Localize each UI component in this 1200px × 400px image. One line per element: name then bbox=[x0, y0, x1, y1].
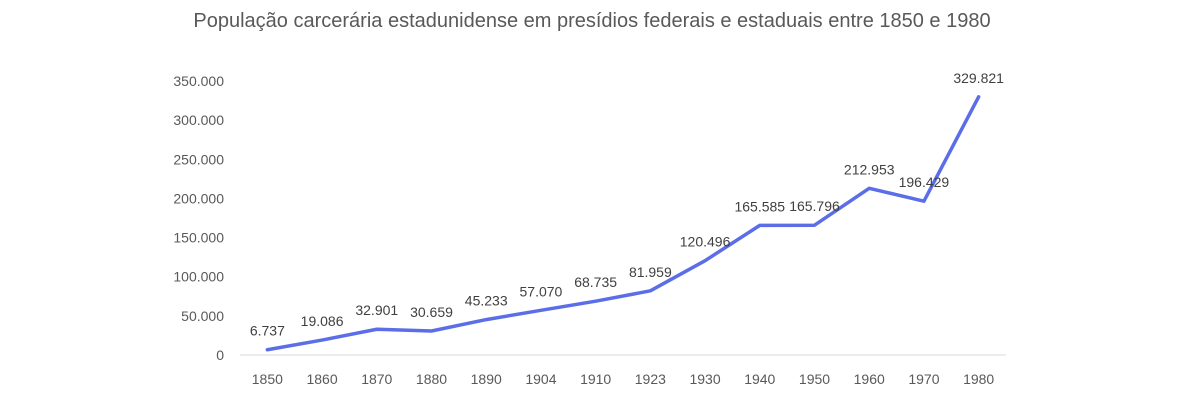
data-point bbox=[813, 223, 817, 227]
y-tick-label: 350.000 bbox=[173, 73, 224, 89]
data-point bbox=[265, 348, 269, 352]
data-label: 196.429 bbox=[899, 174, 950, 190]
x-tick-label: 1870 bbox=[361, 371, 392, 387]
data-label: 57.070 bbox=[520, 283, 563, 299]
y-tick-label: 250.000 bbox=[173, 151, 224, 167]
data-label: 329.821 bbox=[953, 70, 1004, 86]
series-line bbox=[265, 95, 981, 352]
data-point bbox=[703, 259, 707, 263]
x-tick-label: 1880 bbox=[416, 371, 447, 387]
data-label: 212.953 bbox=[844, 161, 895, 177]
data-label: 165.796 bbox=[789, 198, 840, 214]
x-tick-label: 1970 bbox=[908, 371, 939, 387]
data-point bbox=[922, 199, 926, 203]
data-label: 19.086 bbox=[301, 313, 344, 329]
data-label: 165.585 bbox=[734, 198, 785, 214]
data-label: 120.496 bbox=[680, 234, 731, 250]
x-tick-label: 1960 bbox=[854, 371, 885, 387]
data-label: 81.959 bbox=[629, 264, 672, 280]
data-label: 68.735 bbox=[574, 274, 617, 290]
data-label: 45.233 bbox=[465, 293, 508, 309]
data-point bbox=[484, 318, 488, 322]
y-tick-label: 50.000 bbox=[181, 308, 224, 324]
data-point bbox=[594, 299, 598, 303]
x-tick-label: 1980 bbox=[963, 371, 994, 387]
data-point bbox=[430, 329, 434, 333]
x-tick-label: 1860 bbox=[306, 371, 337, 387]
chart-title: População carcerária estadunidense em pr… bbox=[193, 10, 991, 32]
chart-frame: População carcerária estadunidense em pr… bbox=[158, 0, 1026, 400]
data-point bbox=[375, 327, 379, 331]
y-tick-label: 200.000 bbox=[173, 190, 224, 206]
y-tick-label: 0 bbox=[216, 347, 224, 363]
x-tick-label: 1850 bbox=[252, 371, 283, 387]
data-label: 32.901 bbox=[355, 302, 398, 318]
data-point bbox=[867, 186, 871, 190]
x-tick-label: 1904 bbox=[525, 371, 556, 387]
x-tick-label: 1923 bbox=[635, 371, 666, 387]
data-point bbox=[648, 289, 652, 293]
y-tick-label: 100.000 bbox=[173, 269, 224, 285]
x-tick-label: 1940 bbox=[744, 371, 775, 387]
x-tick-label: 1930 bbox=[689, 371, 720, 387]
data-label: 30.659 bbox=[410, 304, 453, 320]
line-chart: 0 50.000 100.000 150.000 200.000 250.000 300.0… bbox=[173, 70, 1006, 387]
x-tick-label: 1890 bbox=[471, 371, 502, 387]
y-tick-label: 300.000 bbox=[173, 112, 224, 128]
data-label: 6.737 bbox=[250, 323, 285, 339]
x-tick-label: 1950 bbox=[799, 371, 830, 387]
data-point bbox=[539, 308, 543, 312]
data-point bbox=[758, 223, 762, 227]
data-point bbox=[320, 338, 324, 342]
x-tick-label: 1910 bbox=[580, 371, 611, 387]
data-point bbox=[977, 95, 981, 99]
y-tick-label: 150.000 bbox=[173, 230, 224, 246]
